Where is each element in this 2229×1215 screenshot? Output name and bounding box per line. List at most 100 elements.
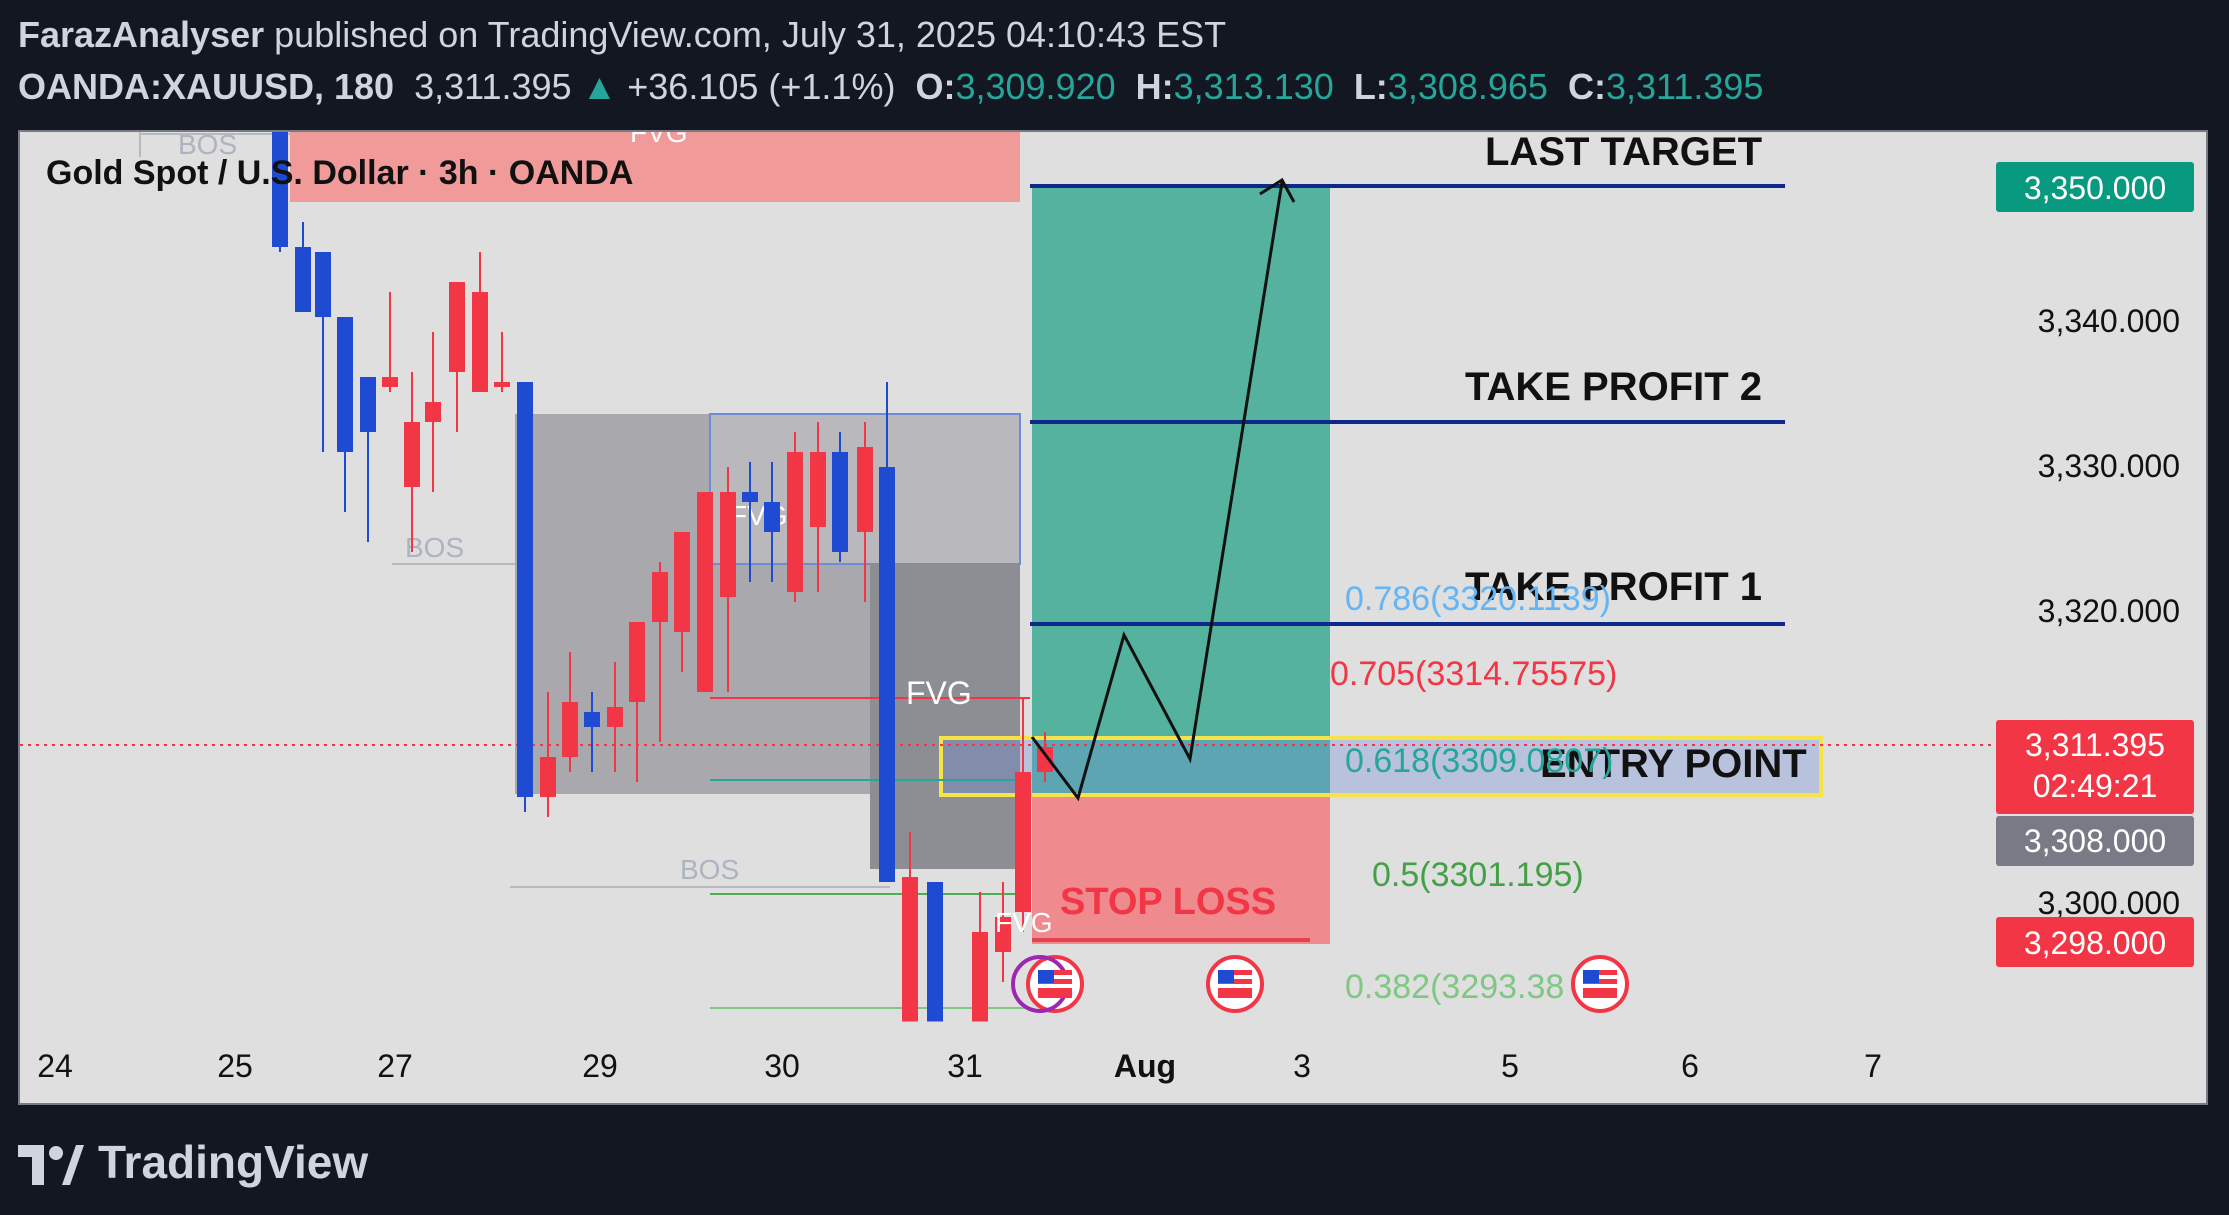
time-axis-label: 31 [947, 1048, 983, 1084]
candle-body [494, 382, 510, 387]
time-axis-label: 5 [1501, 1048, 1519, 1084]
target-price-badge-text: 3,350.000 [2024, 170, 2166, 206]
candle-body [584, 712, 600, 727]
author-name[interactable]: FarazAnalyser [18, 14, 265, 55]
stop-loss-label: STOP LOSS [1060, 881, 1276, 923]
chart-area[interactable]: FVG FVG BOS BOS BOS [18, 130, 2208, 1105]
fib-705-label: 0.705(3314.75575) [1330, 655, 1617, 693]
time-axis-label: 7 [1864, 1048, 1882, 1084]
time-axis-label: 6 [1681, 1048, 1699, 1084]
fib-618-label: 0.618(3309.0807) [1345, 742, 1613, 780]
time-axis-label: 25 [217, 1048, 253, 1084]
candle-body [720, 492, 736, 597]
chart-canvas[interactable]: FVG FVG BOS BOS BOS [20, 132, 2208, 1105]
bar-countdown: 02:49:21 [2033, 768, 2158, 804]
candle-body [1037, 747, 1053, 772]
last-price-badge [1996, 720, 2194, 814]
low-label: L: [1353, 66, 1388, 107]
candle-body [927, 882, 943, 1022]
candle-body [425, 402, 441, 422]
high-value: 3,313.130 [1173, 66, 1334, 107]
candle-body [629, 622, 645, 702]
bos-label-1: BOS [178, 132, 237, 160]
candle-body [1015, 772, 1031, 912]
candle-body [857, 447, 873, 532]
publish-info: FarazAnalyser published on TradingView.c… [18, 14, 1226, 56]
price-tick: 3,300.000 [2038, 885, 2180, 921]
event-flag-icon[interactable] [1571, 955, 1629, 1013]
price-tick: 3,320.000 [2038, 593, 2180, 629]
arrow-head-icon [1259, 177, 1296, 203]
chart-legend-title[interactable]: Gold Spot / U.S. Dollar · 3h · OANDA [46, 154, 633, 192]
close-label: C: [1567, 66, 1606, 107]
price-change: +36.105 (+1.1%) [627, 66, 896, 107]
price-tick: 3,340.000 [2038, 303, 2180, 339]
tradingview-logo-icon [18, 1142, 84, 1185]
entry-price-badge [1996, 816, 2194, 866]
take-profit-1-label: TAKE PROFIT 1 [1465, 565, 1762, 609]
price-tick: 3,330.000 [2038, 448, 2180, 484]
candle-body [832, 452, 848, 552]
open-value: 3,309.920 [955, 66, 1116, 107]
close-value: 3,311.395 [1605, 66, 1764, 107]
candle-body [787, 452, 803, 592]
candle-body [972, 932, 988, 1022]
candle-body [382, 377, 398, 387]
event-flag-icon[interactable] [1011, 955, 1084, 1013]
tradingview-logo[interactable]: TradingView [18, 1135, 368, 1189]
event-flag-icon[interactable] [1206, 955, 1264, 1013]
fib-786-label: 0.786(3320.1139) [1345, 580, 1611, 618]
candle-body [562, 702, 578, 757]
entry-price-badge-text: 3,308.000 [2024, 823, 2166, 859]
stop-loss-zone [1032, 794, 1330, 944]
candle-body [902, 877, 918, 1022]
time-axis-label: 29 [582, 1048, 618, 1084]
candle-body [337, 317, 353, 452]
published-text: published on TradingView.com, July 31, 2… [274, 14, 1227, 55]
entry-point-label: ENTRY POINT [1540, 742, 1807, 786]
candle-body [674, 532, 690, 632]
candle-body [404, 422, 420, 487]
time-axis-label: 3 [1293, 1048, 1311, 1084]
symbol-bar: OANDA:XAUUSD, 180 3,311.395 ▲ +36.105 (+… [18, 66, 1763, 108]
take-profit-2-label: TAKE PROFIT 2 [1465, 365, 1762, 409]
time-axis[interactable]: 24 25 27 29 30 31 Aug 3 5 6 7 [37, 1048, 1882, 1084]
last-price: 3,311.395 [414, 66, 572, 107]
candle-body [810, 452, 826, 527]
entry-box-outline [939, 736, 1823, 797]
last-price-badge-text: 3,311.395 [2025, 727, 2165, 763]
fvg-low-label: FVG [995, 907, 1053, 938]
candle-body [652, 572, 668, 622]
candle-body [272, 132, 288, 247]
change-arrow-icon: ▲ [581, 66, 618, 107]
high-label: H: [1135, 66, 1174, 107]
candle-body [742, 492, 758, 502]
bos-label-3: BOS [680, 854, 739, 885]
candle-body [315, 252, 331, 317]
time-axis-label: Aug [1114, 1048, 1176, 1084]
candle-body [472, 292, 488, 392]
candles [272, 132, 1053, 1022]
low-value: 3,308.965 [1387, 66, 1548, 107]
candle-body [295, 247, 311, 312]
stop-price-badge-text: 3,298.000 [2024, 925, 2166, 961]
fvg-zone-top [290, 132, 1020, 202]
candle-body [879, 467, 895, 882]
fib-500-label: 0.5(3301.195) [1372, 856, 1584, 894]
symbol-name[interactable]: OANDA:XAUUSD, 180 [18, 66, 395, 107]
last-target-label: LAST TARGET [1485, 132, 1762, 174]
candle-body [517, 382, 533, 797]
candle-body [540, 757, 556, 797]
time-axis-label: 27 [377, 1048, 413, 1084]
fvg-top-label: FVG [630, 132, 688, 148]
target-price-badge [1996, 162, 2194, 212]
fvg-mid-label: FVG [906, 675, 972, 711]
tradingview-brand: TradingView [98, 1136, 369, 1188]
time-axis-label: 30 [764, 1048, 800, 1084]
target-zone [1032, 184, 1330, 794]
fib-382-label: 0.382(3293.38 [1345, 968, 1564, 1006]
candle-body [697, 492, 713, 692]
projected-path [1030, 181, 1284, 802]
candle-body [607, 707, 623, 727]
candle-body [360, 377, 376, 432]
